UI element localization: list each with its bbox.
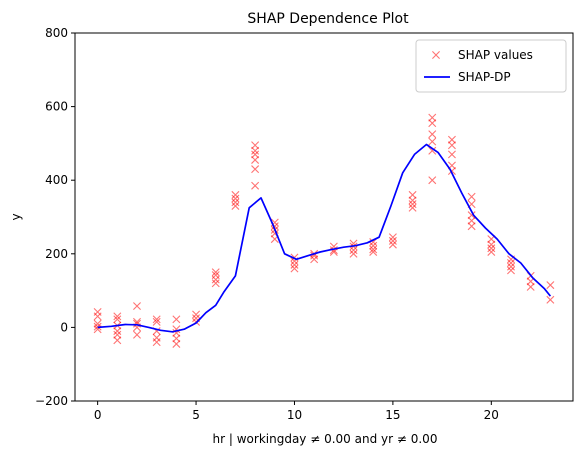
chart-title: SHAP Dependence Plot xyxy=(247,11,409,27)
data-point-marker xyxy=(546,281,555,290)
data-point-marker xyxy=(329,246,338,255)
y-tick-label: 800 xyxy=(45,26,68,40)
data-point-marker xyxy=(290,264,299,273)
data-point-marker xyxy=(251,146,260,155)
data-point-marker xyxy=(487,244,496,253)
data-point-marker xyxy=(192,310,201,319)
data-point-marker xyxy=(447,141,456,150)
y-tick-label: 600 xyxy=(45,100,68,114)
data-point-marker xyxy=(526,282,535,291)
legend-label-shap-values: SHAP values xyxy=(458,48,533,62)
data-point-marker xyxy=(152,338,161,347)
data-point-marker xyxy=(113,327,122,336)
data-point-marker xyxy=(388,233,397,242)
x-tick-label: 15 xyxy=(385,408,400,422)
y-tick-label: −200 xyxy=(35,394,68,408)
axis-ticks: 0 5 10 15 20 −200 0 200 400 600 800 xyxy=(35,26,499,422)
data-point-marker xyxy=(211,279,220,288)
data-point-marker xyxy=(310,255,319,264)
data-point-marker xyxy=(369,247,378,256)
data-point-marker xyxy=(369,245,378,254)
data-point-marker xyxy=(231,190,240,199)
data-point-marker xyxy=(211,268,220,277)
data-point-marker xyxy=(546,295,555,304)
y-axis-label: y xyxy=(9,213,23,220)
legend-marker-shap-values xyxy=(432,51,440,59)
data-point-marker xyxy=(172,339,181,348)
legend-x-marker xyxy=(432,51,440,59)
data-point-marker xyxy=(428,137,437,146)
data-point-marker xyxy=(231,201,240,210)
data-point-marker xyxy=(507,262,515,271)
x-tick-label: 20 xyxy=(484,408,499,422)
data-point-marker xyxy=(211,275,220,284)
data-point-marker xyxy=(113,312,122,321)
line-series xyxy=(97,143,552,333)
data-point-marker xyxy=(428,130,437,139)
x-axis-label: hr | workingday ≠ 0.00 and yr ≠ 0.00 xyxy=(213,432,438,446)
x-tick-label: 5 xyxy=(192,408,200,422)
data-point-marker xyxy=(251,165,260,174)
data-point-marker xyxy=(507,259,515,267)
data-point-marker xyxy=(113,336,122,345)
y-tick-label: 0 xyxy=(60,320,68,334)
data-point-marker xyxy=(251,155,260,164)
legend-label-shap-dp: SHAP-DP xyxy=(458,70,511,84)
data-point-marker xyxy=(251,181,260,190)
data-point-marker xyxy=(152,317,161,326)
data-point-marker xyxy=(428,146,437,155)
data-point-marker xyxy=(388,240,397,249)
data-point-marker xyxy=(349,246,358,255)
data-point-marker xyxy=(369,241,378,250)
data-point-marker xyxy=(152,315,161,324)
data-point-marker xyxy=(93,312,102,321)
data-point-marker xyxy=(133,302,141,311)
data-point-marker xyxy=(290,260,299,269)
data-point-marker xyxy=(428,176,437,185)
axes-frame xyxy=(74,32,574,402)
data-point-marker xyxy=(467,192,476,201)
data-point-marker xyxy=(133,330,141,339)
data-point-marker xyxy=(487,240,496,249)
data-point-marker xyxy=(467,222,476,231)
x-tick-label: 10 xyxy=(287,408,302,422)
plot-area xyxy=(93,113,555,348)
data-point-marker xyxy=(113,315,122,324)
scatter-series xyxy=(93,113,555,348)
legend: SHAP values SHAP-DP xyxy=(415,39,567,93)
data-point-marker xyxy=(408,196,417,205)
y-tick-label: 400 xyxy=(45,173,68,187)
data-point-marker xyxy=(172,315,181,324)
data-point-marker xyxy=(428,119,437,128)
legend-box xyxy=(415,39,567,93)
data-point-marker xyxy=(408,203,417,212)
data-point-marker xyxy=(349,249,358,258)
data-point-marker xyxy=(507,266,515,275)
data-point-marker xyxy=(388,236,397,245)
shap-dp-line xyxy=(97,143,552,333)
data-point-marker xyxy=(447,150,456,159)
y-tick-label: 200 xyxy=(45,247,68,261)
x-tick-label: 0 xyxy=(94,408,102,422)
data-point-marker xyxy=(487,247,496,256)
data-point-marker xyxy=(231,194,240,203)
data-point-marker xyxy=(408,200,417,209)
data-point-marker xyxy=(231,198,240,207)
